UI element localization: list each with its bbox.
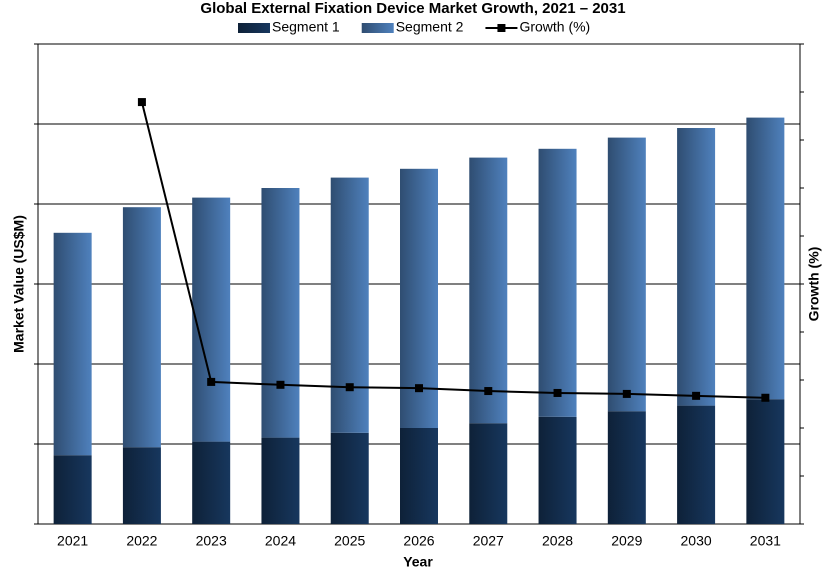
- legend-swatch: [238, 23, 270, 33]
- bar-segment: [53, 232, 92, 456]
- legend-label: Segment 2: [396, 19, 464, 35]
- bar-segment: [192, 441, 231, 524]
- bar-segment: [746, 399, 785, 524]
- x-tick-label: 2029: [611, 533, 642, 549]
- bar-segment: [122, 447, 161, 524]
- y2-axis-title: Growth (%): [806, 247, 822, 322]
- growth-marker: [622, 389, 631, 398]
- legend-swatch: [361, 23, 394, 33]
- x-tick-label: 2026: [403, 533, 434, 549]
- x-tick-label: 2028: [542, 533, 573, 549]
- x-tick-label: 2023: [196, 533, 227, 549]
- bar-segment: [677, 128, 716, 406]
- growth-marker: [761, 393, 770, 402]
- x-tick-label: 2030: [681, 533, 712, 549]
- bar-segment: [261, 188, 300, 438]
- growth-marker: [276, 380, 285, 389]
- x-tick-label: 2022: [126, 533, 157, 549]
- x-tick-label: 2027: [473, 533, 504, 549]
- bar-segment: [746, 117, 785, 400]
- bar-segment: [607, 137, 646, 412]
- growth-marker: [345, 383, 354, 392]
- x-tick-label: 2024: [265, 533, 296, 549]
- bar-segment: [677, 405, 716, 524]
- growth-marker: [207, 377, 216, 386]
- bar-segment: [330, 432, 369, 524]
- bar-segment: [53, 455, 92, 524]
- growth-marker: [415, 384, 423, 393]
- x-axis-title: Year: [403, 554, 433, 570]
- bar-segment: [330, 177, 369, 433]
- growth-marker: [692, 391, 701, 400]
- legend-label: Growth (%): [519, 19, 590, 35]
- legend-swatch: [497, 24, 506, 32]
- growth-marker: [484, 387, 493, 396]
- bar-segment: [607, 411, 646, 524]
- x-tick-label: 2021: [57, 533, 88, 549]
- x-tick-label: 2031: [750, 533, 781, 549]
- growth-line: [140, 101, 766, 399]
- bar-segment: [261, 437, 300, 524]
- chart-title: Global External Fixation Device Market G…: [200, 0, 625, 17]
- bar-segment: [192, 197, 231, 442]
- y-axis-title: Market Value (US$M): [11, 215, 27, 353]
- bar-segment: [538, 416, 577, 524]
- bar-segment: [469, 157, 508, 424]
- legend-label: Segment 1: [272, 19, 340, 35]
- growth-marker: [137, 98, 146, 107]
- growth-marker: [553, 388, 562, 397]
- x-tick-label: 2025: [334, 533, 365, 549]
- bar-segment: [400, 428, 438, 524]
- bar-segment: [469, 423, 508, 524]
- bar-segment: [538, 148, 577, 417]
- bar-segment: [122, 207, 161, 448]
